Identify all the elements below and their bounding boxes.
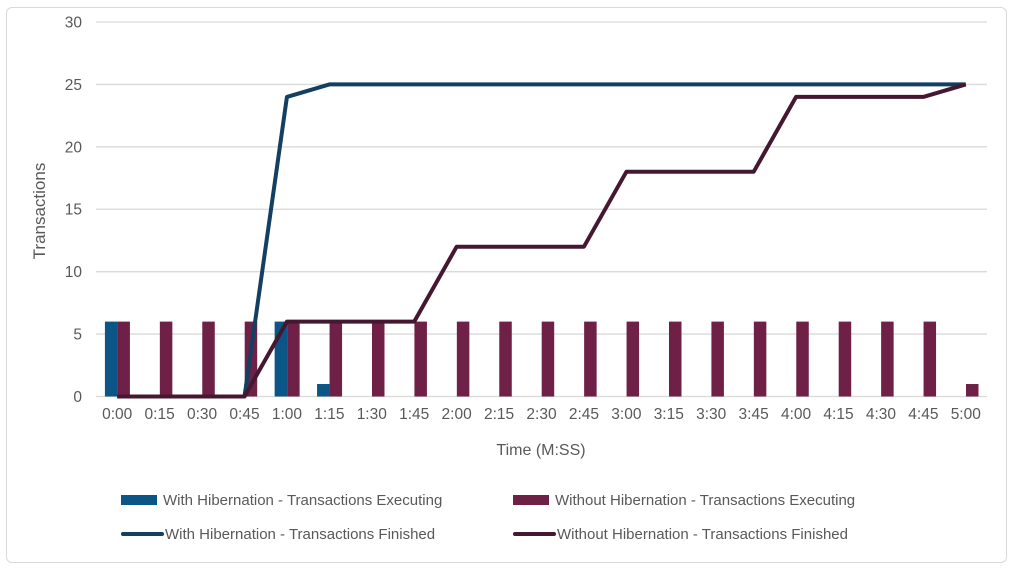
x-tick-label: 2:30	[526, 406, 557, 423]
bar-without-hibernation-executing	[456, 321, 470, 397]
x-tick-label: 4:00	[781, 406, 812, 423]
bar-without-hibernation-executing	[965, 384, 979, 397]
x-tick-label: 0:00	[102, 406, 133, 423]
x-tick-label: 1:30	[357, 406, 388, 423]
x-tick-label: 4:15	[823, 406, 853, 423]
x-tick-label: 1:00	[272, 406, 303, 423]
bar-without-hibernation-executing	[796, 321, 809, 397]
legend-line-swatch-icon	[121, 532, 164, 536]
x-tick-label: 2:00	[442, 406, 473, 423]
x-tick-label: 2:45	[569, 406, 599, 423]
legend-item-with-hibernation-executing: With Hibernation - Transactions Executin…	[121, 490, 442, 510]
x-tick-label: 1:45	[399, 406, 429, 423]
bar-without-hibernation-executing	[541, 321, 555, 397]
legend-line-swatch-icon	[513, 532, 556, 536]
legend-item-without-hibernation-executing: Without Hibernation - Transactions Execu…	[513, 490, 855, 510]
y-tick-label: 30	[65, 14, 83, 31]
bar-with-hibernation-executing	[317, 384, 330, 397]
y-tick-label: 15	[65, 202, 82, 219]
x-tick-label: 3:30	[696, 406, 727, 423]
y-tick-label: 25	[65, 77, 82, 94]
x-tick-label: 5:00	[951, 406, 982, 423]
line-with-hibernation-finished	[117, 82, 966, 399]
legend-label: Without Hibernation - Transactions Finis…	[557, 525, 848, 543]
y-tick-label: 5	[73, 327, 82, 344]
legend-label: With Hibernation - Transactions Finished	[165, 525, 436, 543]
legend-column-right: Without Hibernation - Transactions Execu…	[513, 490, 855, 544]
bar-without-hibernation-executing	[838, 321, 852, 397]
bar-without-hibernation-executing	[668, 321, 682, 397]
y-tick-label: 20	[65, 139, 83, 156]
y-axis-title: Transactions	[30, 162, 49, 260]
bar-without-hibernation-executing	[117, 321, 130, 397]
bar-without-hibernation-executing	[881, 321, 894, 397]
bar-without-hibernation-executing	[287, 321, 300, 397]
bar-without-hibernation-executing	[923, 321, 937, 397]
bar-without-hibernation-executing	[371, 321, 385, 397]
bar-without-hibernation-executing	[414, 321, 427, 397]
bar-without-hibernation-executing	[159, 321, 173, 397]
legend-label: With Hibernation - Transactions Executin…	[163, 491, 443, 509]
plot-area: 0 5 10 15 20 25 30 0:00 0:15 0:30 0:45 1:00 1:15 1:30…	[65, 14, 987, 423]
x-tick-label: 3:45	[739, 406, 769, 423]
line-without-hibernation-finished	[117, 82, 967, 399]
x-tick-label: 0:15	[145, 406, 175, 423]
bar-without-hibernation-executing	[753, 321, 767, 397]
x-axis-title: Time (M:SS)	[496, 442, 586, 459]
legend-item-without-hibernation-finished: Without Hibernation - Transactions Finis…	[513, 524, 855, 544]
legend-bar-swatch-icon	[513, 495, 549, 505]
legend-item-with-hibernation-finished: With Hibernation - Transactions Finished	[121, 524, 442, 544]
x-tick-label: 0:45	[229, 406, 259, 423]
legend-bar-swatch-icon	[121, 495, 157, 505]
bar-without-hibernation-executing	[202, 321, 215, 397]
x-tick-label: 3:15	[654, 406, 684, 423]
x-tick-label: 3:00	[611, 406, 642, 423]
bar-without-hibernation-executing	[499, 321, 512, 397]
y-tick-label: 0	[73, 389, 82, 406]
x-tick-label: 1:15	[314, 406, 344, 423]
bar-without-hibernation-executing	[626, 321, 640, 397]
legend-label: Without Hibernation - Transactions Execu…	[555, 491, 856, 509]
x-tick-label: 2:15	[484, 406, 514, 423]
y-tick-label: 10	[65, 264, 83, 281]
bar-with-hibernation-executing	[104, 321, 118, 397]
legend-column-left: With Hibernation - Transactions Executin…	[121, 490, 442, 544]
bar-without-hibernation-executing	[711, 321, 724, 397]
chart-container: 0 5 10 15 20 25 30 0:00 0:15 0:30 0:45 1:00 1:15 1:30…	[6, 7, 1007, 563]
x-tick-label: 4:30	[866, 406, 897, 423]
bar-without-hibernation-executing	[329, 321, 343, 397]
x-tick-label: 4:45	[908, 406, 938, 423]
x-tick-label: 0:30	[187, 406, 218, 423]
bar-without-hibernation-executing	[584, 321, 597, 397]
